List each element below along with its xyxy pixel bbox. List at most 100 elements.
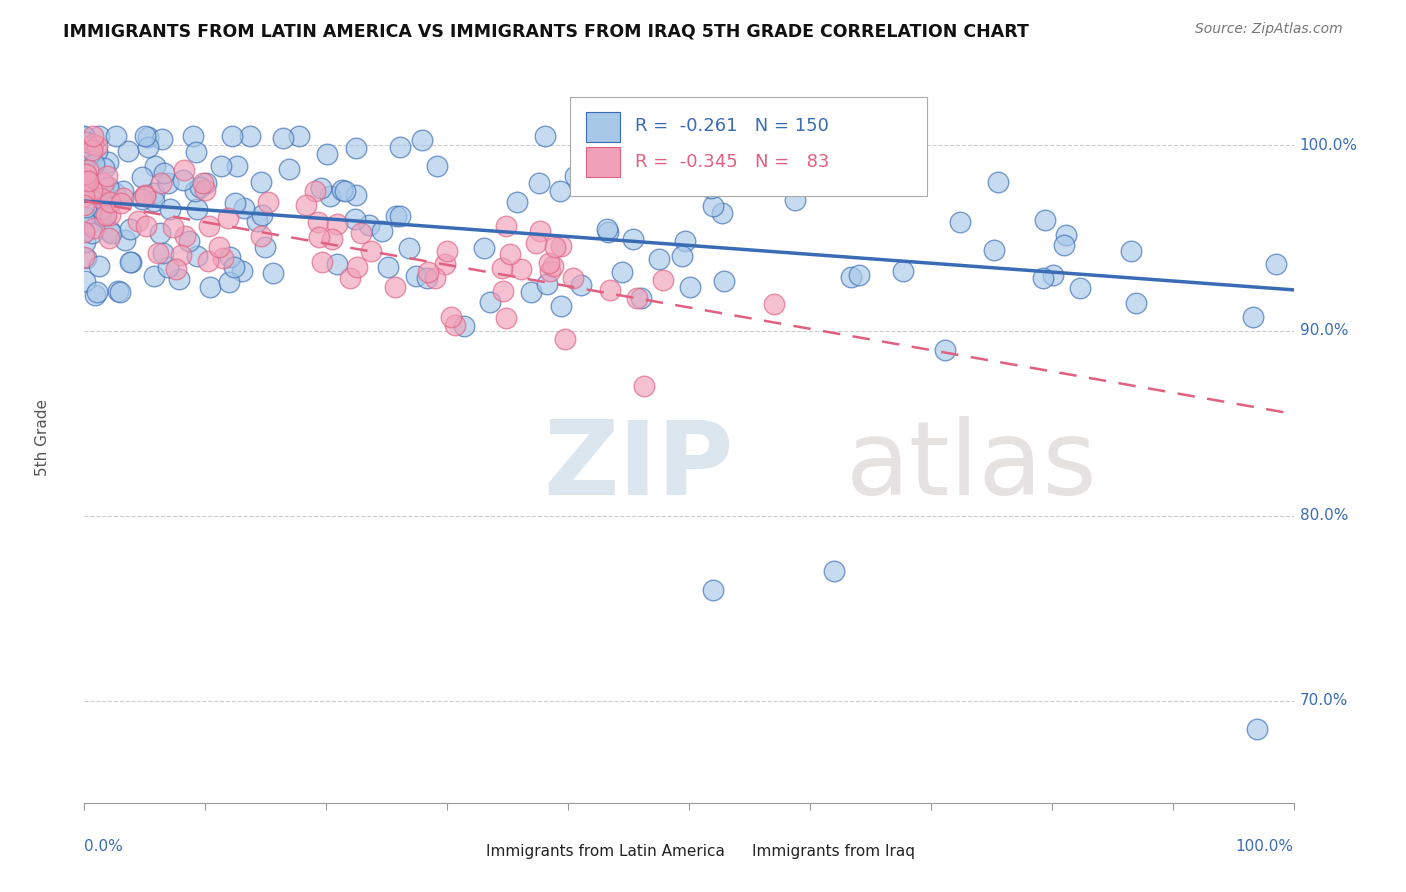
Point <box>405 268 427 283</box>
Point <box>75 129 97 144</box>
Point <box>77 163 100 178</box>
Point <box>330 183 353 197</box>
Point <box>823 565 845 579</box>
Text: IMMIGRANTS FROM LATIN AMERICA VS IMMIGRANTS FROM IRAQ 5TH GRADE CORRELATION CHAR: IMMIGRANTS FROM LATIN AMERICA VS IMMIGRA… <box>63 22 1029 40</box>
Point <box>554 332 576 346</box>
Point <box>478 294 501 309</box>
Point <box>398 241 420 255</box>
Point <box>433 258 456 272</box>
Point <box>444 318 467 333</box>
Point <box>143 194 166 208</box>
Point <box>73 147 96 161</box>
Point <box>491 260 513 275</box>
Point <box>75 200 97 214</box>
Point <box>98 224 121 238</box>
Point <box>174 228 197 243</box>
Point <box>108 285 131 299</box>
Text: 70.0%: 70.0% <box>1299 693 1348 708</box>
Point <box>146 246 169 260</box>
Point <box>153 166 176 180</box>
Point <box>75 251 97 265</box>
Point <box>564 169 586 183</box>
Point <box>673 234 696 248</box>
Point <box>544 240 567 254</box>
Point <box>538 256 561 270</box>
Point <box>1241 310 1264 325</box>
Point <box>149 226 172 240</box>
Point <box>630 291 652 305</box>
Point <box>135 219 157 233</box>
Point <box>221 129 243 144</box>
Point <box>186 249 208 263</box>
Point <box>524 236 547 251</box>
Point <box>1053 237 1076 252</box>
Point <box>198 219 221 233</box>
Point <box>702 582 724 597</box>
Point <box>211 251 233 265</box>
Point <box>295 197 318 211</box>
Point <box>156 176 179 190</box>
Point <box>357 218 380 232</box>
Text: 100.0%: 100.0% <box>1299 138 1358 153</box>
Point <box>104 186 127 201</box>
Point <box>136 140 159 154</box>
Point <box>98 231 121 245</box>
Point <box>136 130 159 145</box>
Point <box>610 265 633 279</box>
Point <box>86 139 108 153</box>
Point <box>100 209 122 223</box>
FancyBboxPatch shape <box>453 838 479 863</box>
Point <box>702 198 724 212</box>
Point <box>271 131 294 145</box>
Point <box>159 202 181 217</box>
Point <box>233 201 256 215</box>
Point <box>172 173 194 187</box>
Point <box>98 195 121 210</box>
Point <box>440 310 463 325</box>
Point <box>104 129 127 144</box>
Point <box>162 220 184 235</box>
Text: R =  -0.261   N = 150: R = -0.261 N = 150 <box>634 117 828 136</box>
Point <box>173 162 195 177</box>
Point <box>316 147 339 161</box>
Point <box>519 285 541 299</box>
Point <box>131 169 153 184</box>
Point <box>411 133 433 147</box>
Point <box>453 318 475 333</box>
Point <box>219 251 242 265</box>
Text: 100.0%: 100.0% <box>1236 839 1294 855</box>
Point <box>250 175 273 189</box>
Point <box>179 234 201 248</box>
Point <box>250 208 273 222</box>
Point <box>495 310 517 325</box>
Point <box>184 145 207 160</box>
Point <box>550 238 572 252</box>
Point <box>97 180 120 194</box>
Point <box>326 217 349 231</box>
Point <box>621 232 644 246</box>
Point <box>1125 296 1147 310</box>
Point <box>246 214 269 228</box>
Point <box>117 144 139 158</box>
Text: Source: ZipAtlas.com: Source: ZipAtlas.com <box>1195 22 1343 37</box>
Point <box>84 288 107 302</box>
Point <box>77 219 100 233</box>
Point <box>83 220 105 235</box>
Point <box>77 148 100 162</box>
Point <box>188 180 211 194</box>
Point <box>495 219 517 233</box>
Point <box>949 215 972 229</box>
Point <box>75 172 97 186</box>
Point <box>143 186 166 200</box>
Point <box>596 221 619 235</box>
Point <box>321 231 343 245</box>
Point <box>73 225 96 239</box>
Point <box>91 176 114 190</box>
Point <box>83 156 105 170</box>
Point <box>783 193 806 207</box>
Point <box>416 265 439 279</box>
Point <box>671 249 693 263</box>
Point <box>75 168 97 182</box>
Point <box>288 129 311 144</box>
Point <box>134 189 156 203</box>
